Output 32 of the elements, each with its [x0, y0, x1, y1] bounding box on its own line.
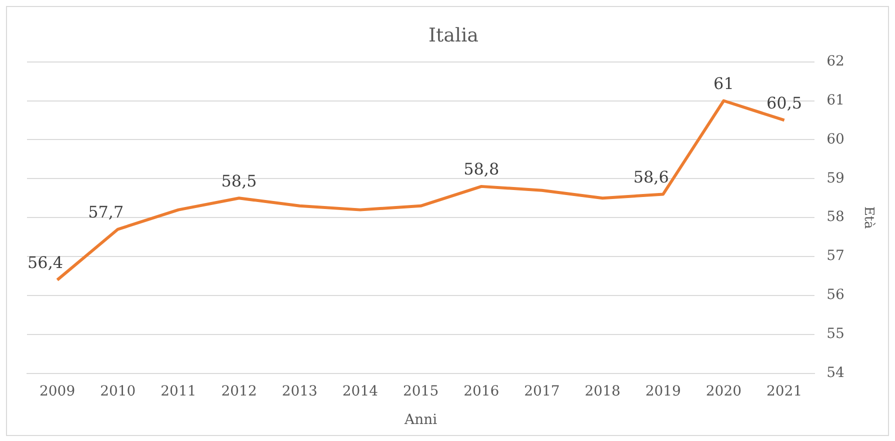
x-tick-label: 2012 [221, 383, 257, 400]
data-label: 58,8 [464, 160, 500, 179]
y-tick-label: 60 [826, 131, 844, 148]
data-label: 58,5 [221, 171, 257, 190]
y-tick-label: 56 [826, 287, 844, 304]
x-tick-label: 2018 [584, 383, 620, 400]
y-tick-label: 62 [826, 53, 844, 70]
x-axis-title: Anni [403, 412, 438, 428]
x-tick-label: 2019 [645, 383, 681, 400]
x-tick-label: 2010 [100, 383, 136, 400]
data-label: 57,7 [88, 202, 124, 222]
x-tick-label: 2015 [402, 383, 439, 400]
x-tick-label: 2021 [766, 383, 802, 400]
x-tick-label: 2020 [706, 383, 742, 400]
x-tick-label: 2011 [160, 383, 196, 400]
y-tick-label: 54 [826, 365, 844, 382]
data-label: 60,5 [766, 93, 802, 112]
x-tick-label: 2013 [282, 383, 318, 400]
chart-title: Italia [428, 24, 478, 46]
y-tick-label: 61 [826, 92, 844, 108]
y-tick-label: 59 [826, 170, 844, 186]
y-tick-label: 58 [826, 209, 844, 226]
x-tick-label: 2017 [524, 383, 560, 400]
x-tick-label: 2014 [342, 383, 378, 400]
x-tick-label: 2009 [39, 383, 76, 400]
y-axis-title: Età [860, 206, 876, 230]
y-tick-label: 55 [826, 326, 844, 342]
data-label: 58,6 [633, 167, 669, 186]
y-tick-label: 57 [826, 248, 844, 264]
data-label: 56,4 [27, 253, 64, 272]
data-label: 61 [714, 74, 734, 93]
x-tick-label: 2016 [464, 383, 500, 400]
